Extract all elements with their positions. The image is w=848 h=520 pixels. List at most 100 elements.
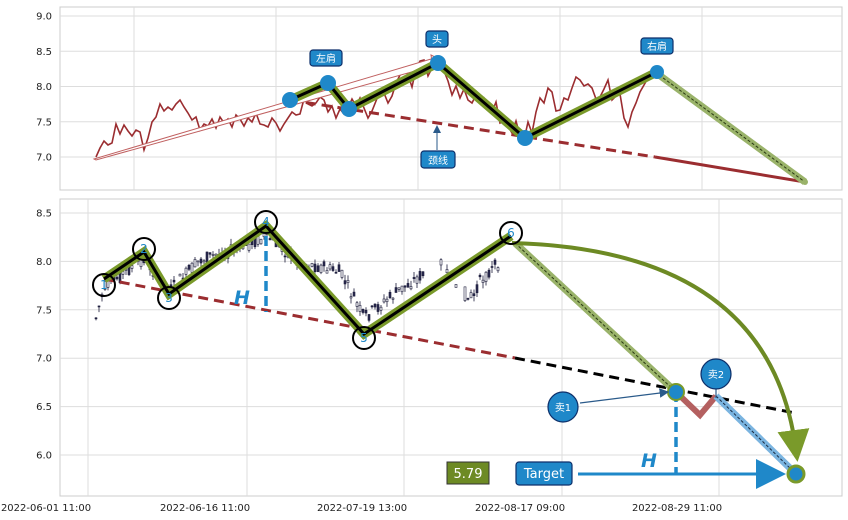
sell2-label: 卖2	[708, 369, 724, 381]
candle-body	[103, 281, 107, 290]
point-4-label: 4	[262, 215, 270, 229]
curved-target-arrow	[511, 241, 810, 462]
x-tick-label: 2022-08-29 11:00	[632, 503, 722, 514]
sell1-path-dash	[514, 242, 677, 393]
candle-body	[94, 317, 98, 320]
sell1-pointer	[579, 388, 670, 404]
target-end-point	[786, 464, 806, 484]
candle-body	[400, 285, 404, 293]
candle-body	[208, 252, 212, 255]
target-value: 5.79	[454, 467, 483, 482]
candle-body	[325, 270, 329, 274]
candle-body	[478, 274, 482, 278]
candle-body	[328, 264, 332, 270]
y-tick-label: 9.0	[36, 12, 52, 23]
neckline	[289, 98, 656, 159]
y-tick-label: 8.0	[36, 257, 52, 268]
candle-body	[385, 298, 389, 303]
candle-body	[388, 291, 392, 299]
y-tick-label: 8.5	[36, 209, 52, 220]
right-shoulder-box	[640, 37, 674, 55]
candle-body	[421, 271, 425, 277]
candle-body	[472, 293, 476, 296]
candle-body	[355, 302, 359, 307]
candle-body	[334, 271, 338, 274]
candle-body	[211, 254, 215, 256]
neckline-box	[420, 150, 456, 169]
target-point	[802, 179, 808, 185]
point-3-label: 3	[165, 291, 173, 305]
x-tick-label: 2022-06-16 11:00	[160, 503, 250, 514]
point-3-circle	[157, 286, 181, 310]
point-2-label: 2	[140, 242, 148, 256]
candle-body	[283, 255, 287, 258]
candle-body	[247, 243, 251, 251]
candle-body	[475, 284, 479, 294]
sell1-point	[667, 383, 685, 401]
target-label: Target	[523, 467, 564, 482]
candle-body	[469, 292, 473, 299]
bottom-y-ticks: 8.5 8.0 7.5 7.0 6.5 6.0	[36, 209, 52, 462]
point-4-circle	[254, 210, 278, 234]
candle-body	[340, 269, 344, 278]
candle-body	[376, 304, 380, 312]
target-box	[515, 461, 573, 486]
candle-body	[415, 276, 419, 284]
candle-body	[364, 309, 368, 314]
y-tick-label: 6.5	[36, 402, 52, 413]
candle-body	[358, 305, 362, 312]
candle-body	[349, 296, 353, 299]
sell1-label: 卖1	[555, 402, 571, 414]
candle-body	[187, 264, 191, 270]
candle-body	[361, 308, 365, 313]
y-tick-label: 8.5	[36, 47, 52, 58]
candle-body	[310, 263, 314, 267]
head-point	[430, 55, 446, 71]
y-tick-label: 8.0	[36, 82, 52, 93]
target-value-box	[446, 461, 490, 485]
right-shoulder-label: 右肩	[647, 40, 667, 53]
candle-body	[97, 305, 101, 308]
left-shoulder-point	[320, 75, 336, 91]
candle-body	[202, 260, 206, 263]
y-tick-label: 7.5	[36, 305, 52, 316]
candle-body	[190, 262, 194, 273]
candle-body	[445, 269, 449, 274]
x-tick-label: 2022-06-01 11:00	[1, 503, 91, 514]
candle-body	[313, 263, 317, 272]
candle-body	[397, 287, 401, 290]
bottom-grid	[60, 199, 842, 496]
sell2-path-dash	[715, 395, 797, 475]
candle-body	[373, 303, 377, 308]
x-tick-label: 2022-08-17 09:00	[475, 503, 565, 514]
target-height-label: H	[641, 450, 657, 472]
point-1-label: 1	[100, 278, 108, 292]
top-grid	[60, 7, 842, 190]
candle-body	[382, 298, 386, 303]
target-projection-dash	[654, 71, 806, 183]
candle-body	[193, 259, 197, 268]
point-5-circle	[352, 326, 376, 350]
candle-body	[370, 305, 374, 308]
point-6-label: 6	[507, 226, 515, 240]
point-1-circle	[92, 273, 116, 297]
pattern-point	[282, 92, 298, 108]
head-box	[425, 30, 449, 48]
bottom-x-ticks: 2022-06-01 11:00 2022-06-16 11:00 2022-07-…	[1, 503, 722, 514]
candle-body	[391, 297, 395, 300]
candle-body	[199, 258, 203, 264]
candle-body	[337, 264, 341, 272]
candle-body	[319, 264, 323, 273]
point-2-circle	[132, 237, 156, 261]
price-line	[95, 59, 656, 158]
height-label: H	[234, 287, 250, 309]
candle-body	[379, 306, 383, 311]
retest-path	[673, 389, 719, 420]
candle-body	[115, 276, 119, 280]
candle-body	[316, 265, 320, 272]
y-tick-label: 6.0	[36, 451, 52, 462]
candle-body	[418, 271, 422, 281]
top-y-ticks: 9.0 8.5 8.0 7.5 7.0	[36, 12, 52, 164]
candle-body	[331, 266, 335, 271]
